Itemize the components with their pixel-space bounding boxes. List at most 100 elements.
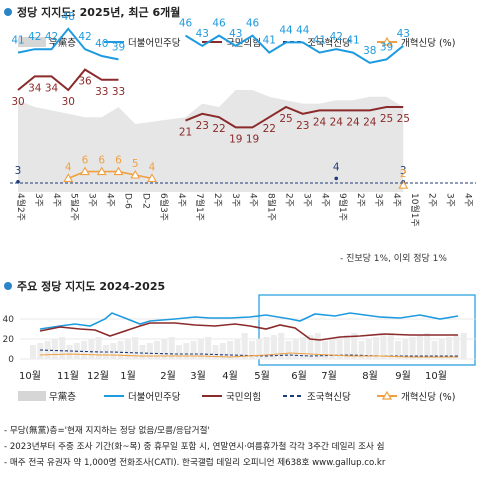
legend-undecided: 무黨층 <box>18 391 76 403</box>
undecided-bar <box>300 337 307 359</box>
undecided-bar <box>263 337 270 359</box>
y-tick-label: 20 <box>3 335 15 345</box>
legend-democratic: 더불어민주당 <box>104 38 181 49</box>
x-tick-label: 2주 <box>212 193 223 207</box>
x-tick-label: 4주 <box>105 193 116 207</box>
label-reform: 4 <box>65 161 72 173</box>
label-rebuilding: 4 <box>333 161 340 173</box>
x-tick-label: 9월1주 <box>337 193 349 221</box>
label-ppp: 34 <box>28 82 42 94</box>
x-month-label: 7월 <box>321 370 337 382</box>
x-tick-label: 4주 <box>463 193 474 207</box>
footnote-3: - 매주 전국 유권자 약 1,000명 전화조사(CATI). 한국갤럽 데일… <box>4 458 386 468</box>
legend-label-rebuilding: 조국혁신당 <box>307 392 351 403</box>
label-ppp: 25 <box>279 113 292 125</box>
x-month-label: 11월 <box>57 370 79 382</box>
undecided-bar <box>329 339 336 359</box>
legend-label-ppp: 국민의힘 <box>226 38 261 49</box>
chart1-title-text: 정당 지지도: 2025년, 최근 6개월 <box>17 6 181 19</box>
x-month-label: 10월 <box>425 370 447 382</box>
label-democratic: 46 <box>246 18 260 30</box>
point-reform <box>63 173 74 182</box>
x-tick-label: 7월1주 <box>194 193 206 221</box>
undecided-bar <box>88 339 95 359</box>
legend-marker-reform <box>381 36 393 46</box>
undecided-bar <box>241 333 248 359</box>
x-month-label: 6월 <box>291 370 307 382</box>
x-month-label: 9월 <box>395 370 411 382</box>
undecided-bar <box>197 339 204 359</box>
undecided-bar <box>431 341 438 359</box>
x-tick-label: 8월1주 <box>266 193 278 221</box>
label-democratic: 39 <box>380 41 393 53</box>
x-month-label: 10월 <box>19 370 41 382</box>
undecided-bar <box>446 337 453 359</box>
undecided-bar <box>183 343 190 359</box>
legend-label-ppp: 국민의힘 <box>226 392 261 403</box>
label-reform: 4 <box>149 161 156 173</box>
label-democratic: 42 <box>330 31 343 43</box>
legend-label-democratic: 더불어민주당 <box>128 38 181 49</box>
title-bullet-icon <box>4 282 12 290</box>
chart2-title-text: 주요 정당 지지도 2024-2025 <box>17 280 166 293</box>
other-parties-note: - 진보당 1%, 이외 정당 1% <box>340 254 447 264</box>
label-democratic: 43 <box>229 28 242 40</box>
x-tick-label: D-6 <box>122 193 132 209</box>
label-democratic: 39 <box>112 41 125 53</box>
undecided-bar <box>37 343 44 359</box>
undecided-bar <box>212 345 219 359</box>
label-ppp: 30 <box>11 96 24 108</box>
label-ppp: 33 <box>95 86 108 98</box>
x-tick-label: 2주 <box>284 193 295 207</box>
label-reform: 6 <box>115 155 122 167</box>
x-tick-label: 4주 <box>176 193 187 207</box>
undecided-bar <box>285 341 292 359</box>
label-democratic: 43 <box>397 28 410 40</box>
label-ppp: 23 <box>196 120 209 132</box>
undecided-bar <box>292 339 299 359</box>
label-democratic: 44 <box>279 24 293 36</box>
legend-ppp: 국민의힘 <box>202 38 261 49</box>
undecided-bar <box>351 333 358 359</box>
label-ppp: 19 <box>229 133 242 145</box>
label-democratic: 41 <box>313 35 326 47</box>
undecided-bar <box>373 337 380 359</box>
undecided-bar <box>365 339 372 359</box>
undecided-bar <box>336 337 343 359</box>
title-bullet-icon <box>4 8 12 16</box>
label-reform: 6 <box>98 155 105 167</box>
legend-undecided: 무黨층 <box>18 37 76 49</box>
legend-swatch-undecided <box>18 391 46 401</box>
label-reform: 2 <box>400 168 407 180</box>
label-ppp: 24 <box>363 116 377 128</box>
label-democratic: 44 <box>296 24 310 36</box>
label-democratic: 48 <box>62 11 75 23</box>
series-line-ppp <box>17 68 119 92</box>
legend-democratic: 더불어민주당 <box>104 392 181 403</box>
undecided-bar <box>124 339 131 359</box>
undecided-bar <box>278 333 285 359</box>
point-reform <box>130 169 141 179</box>
undecided-bar <box>380 335 387 359</box>
label-democratic: 42 <box>28 31 41 43</box>
point-rebuilding <box>334 176 339 181</box>
label-reform: 5 <box>132 158 139 170</box>
label-ppp: 25 <box>380 113 393 125</box>
undecided-bar <box>227 341 234 359</box>
chart1-title: 정당 지지도: 2025년, 최근 6개월 <box>4 4 180 20</box>
undecided-bar <box>387 333 394 359</box>
x-tick-label: 6월3주 <box>158 193 170 221</box>
x-tick-label: 3주 <box>230 193 241 207</box>
footnotes: - 무당(無黨)층='현재 지지하는 정당 없음/모름/응답거절' - 2023… <box>4 423 482 471</box>
undecided-bar <box>132 337 139 359</box>
undecided-bar <box>256 339 263 359</box>
point-reform <box>147 173 157 182</box>
series2-line-democratic <box>39 312 459 330</box>
x-tick-label: 3주 <box>373 193 384 207</box>
undecided-bar <box>66 345 73 359</box>
label-rebuilding: 3 <box>15 165 22 177</box>
undecided-bar <box>409 337 416 359</box>
y-tick-label: 0 <box>8 355 14 365</box>
label-democratic: 43 <box>196 28 209 40</box>
undecided-bar <box>161 339 168 359</box>
